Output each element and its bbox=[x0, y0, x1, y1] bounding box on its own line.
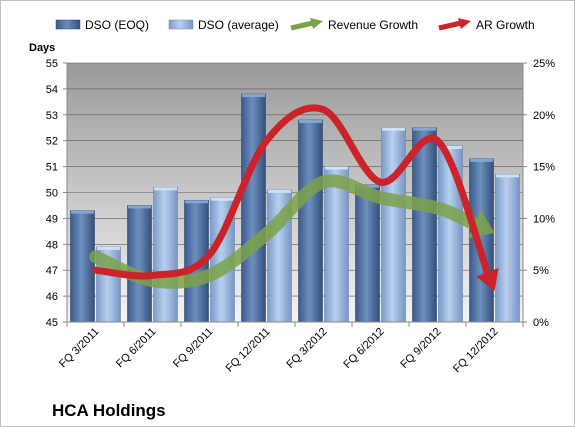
legend-entry-dso-eoq: DSO (EOQ) bbox=[55, 18, 149, 32]
dso-eoq-bar-top bbox=[71, 210, 94, 214]
dso-average-bar bbox=[495, 174, 520, 323]
x-tick-label: FQ 12/2012 bbox=[451, 326, 501, 376]
legend-label-dso-average: DSO (average) bbox=[198, 18, 279, 32]
legend-arrowhead-revenue-growth bbox=[310, 18, 323, 29]
y-tick-label: 55 bbox=[46, 58, 58, 70]
dso-eoq-bar-top bbox=[299, 119, 322, 123]
legend-label-dso-eoq: DSO (EOQ) bbox=[85, 18, 149, 32]
dso-eoq-bar-top bbox=[242, 94, 265, 98]
y-tick-label: 53 bbox=[46, 110, 58, 122]
legend-entry-revenue-growth: Revenue Growth bbox=[290, 18, 418, 32]
legend-arrowhead-ar-growth bbox=[458, 18, 471, 29]
dso-average-bar-top bbox=[496, 174, 519, 178]
dso-average-bar bbox=[438, 145, 463, 323]
x-tick-label: FQ 6/2012 bbox=[341, 326, 386, 371]
x-tick-label: FQ 9/2012 bbox=[398, 326, 443, 371]
x-tick-label: FQ 6/2011 bbox=[114, 326, 159, 371]
dso-average-bar-top bbox=[154, 187, 177, 191]
y2-tick-label: 5% bbox=[533, 265, 549, 277]
legend-swatch-revenue-growth bbox=[290, 20, 314, 31]
x-tick-label: FQ 12/2011 bbox=[224, 326, 273, 375]
y-tick-label: 52 bbox=[46, 136, 58, 148]
dso-eoq-bar-top bbox=[128, 205, 151, 209]
x-axis-ticks: FQ 3/2011 FQ 6/2011 FQ 9/2011 FQ 12/2011 FQ … bbox=[57, 322, 524, 376]
legend-label-revenue-growth: Revenue Growth bbox=[328, 18, 418, 32]
ar-growth-line bbox=[92, 104, 491, 280]
legend-swatch-dso-average bbox=[168, 19, 194, 30]
dso-average-bar bbox=[153, 187, 178, 323]
growth-lines bbox=[89, 104, 499, 291]
dso-average-bar-top bbox=[382, 127, 405, 131]
y-tick-label: 48 bbox=[46, 239, 58, 251]
dso-eoq-bar bbox=[241, 93, 266, 323]
dso-eoq-bar bbox=[298, 119, 323, 323]
y2-axis-ticks: 0% 5% 10% 15% 20% 25% bbox=[523, 58, 555, 329]
dso-eoq-bar bbox=[127, 205, 152, 323]
dso-eoq-bar-top bbox=[470, 158, 493, 162]
y-axis-title: Days bbox=[29, 42, 55, 54]
bars bbox=[70, 93, 520, 323]
y-tick-label: 46 bbox=[46, 291, 58, 303]
legend: DSO (EOQ) DSO (average) Revenue Growth A… bbox=[55, 18, 535, 32]
y-tick-label: 47 bbox=[46, 265, 58, 277]
ar-growth-arrowhead bbox=[476, 267, 499, 291]
x-tick-label: FQ 3/2012 bbox=[284, 326, 329, 371]
y2-tick-label: 25% bbox=[533, 58, 555, 70]
dso-average-bar-top bbox=[439, 145, 462, 149]
dso-eoq-bar-top bbox=[413, 127, 436, 131]
y-tick-label: 50 bbox=[46, 188, 58, 200]
dso-average-bar-top bbox=[211, 197, 234, 201]
legend-swatch-ar-growth bbox=[438, 20, 462, 31]
dso-average-bar bbox=[381, 127, 406, 323]
y2-tick-label: 20% bbox=[533, 110, 555, 122]
dso-average-bar-top bbox=[97, 246, 120, 250]
y2-tick-label: 15% bbox=[533, 162, 555, 174]
y2-tick-label: 0% bbox=[533, 317, 549, 329]
dso-eoq-bar bbox=[469, 158, 494, 323]
x-tick-label: FQ 9/2011 bbox=[171, 326, 216, 371]
legend-label-ar-growth: AR Growth bbox=[476, 18, 535, 32]
dso-eoq-bar bbox=[355, 184, 380, 323]
dso-average-bar-top bbox=[325, 166, 348, 170]
dso-eoq-bar bbox=[70, 210, 95, 323]
y-tick-label: 51 bbox=[46, 162, 58, 174]
y2-tick-label: 10% bbox=[533, 213, 555, 225]
legend-entry-dso-average: DSO (average) bbox=[168, 18, 279, 32]
x-tick-label: FQ 3/2011 bbox=[57, 326, 102, 371]
revenue-growth-line bbox=[89, 174, 481, 289]
chart-title: HCA Holdings bbox=[52, 401, 166, 420]
dso-eoq-bar-top bbox=[185, 200, 208, 204]
y-tick-label: 49 bbox=[46, 213, 58, 225]
legend-entry-ar-growth: AR Growth bbox=[438, 18, 535, 32]
legend-swatch-dso-eoq bbox=[55, 19, 81, 30]
dso-average-bar bbox=[324, 166, 349, 323]
dso-eoq-bar bbox=[412, 127, 437, 323]
y-axis-ticks: 45 46 47 48 49 50 51 52 53 54 55 bbox=[46, 58, 67, 329]
y-tick-label: 54 bbox=[46, 84, 58, 96]
y-tick-label: 45 bbox=[46, 317, 58, 329]
dso-average-bar-top bbox=[268, 189, 291, 193]
